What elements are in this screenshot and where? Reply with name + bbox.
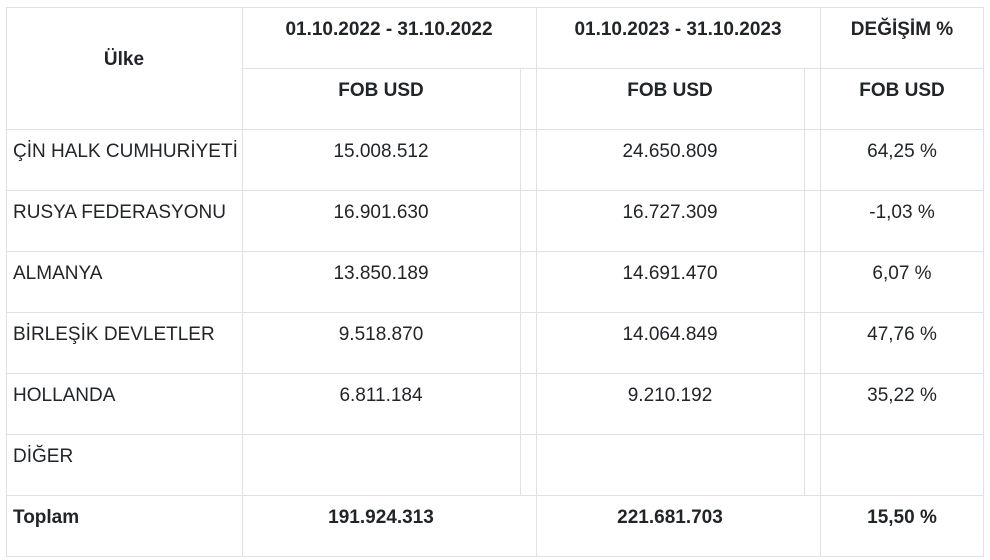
header-period-2023: 01.10.2023 - 31.10.2023: [574, 19, 782, 40]
table-cell-2023: 14.064.849: [622, 324, 718, 345]
column-divider: [520, 68, 521, 496]
row-divider: [6, 190, 984, 191]
total-change: 15,50 %: [867, 507, 937, 528]
table-cell-2022: 9.518.870: [338, 324, 424, 345]
row-divider: [6, 434, 984, 435]
column-divider: [804, 68, 805, 496]
table-cell-2022: 6.811.184: [339, 385, 423, 406]
table-border-left: [6, 7, 7, 557]
table-cell-2023: 9.210.192: [627, 385, 713, 406]
column-divider: [820, 7, 821, 557]
table-cell-change: -1,03 %: [869, 202, 935, 223]
table-cell-change: 47,76 %: [867, 324, 937, 345]
table-border-right: [983, 7, 984, 557]
table-cell-2023: 24.650.809: [622, 141, 718, 162]
table-cell-2023: [536, 434, 804, 480]
table-border-top: [6, 7, 984, 8]
table-cell-change: 6,07 %: [872, 263, 932, 284]
row-divider: [6, 251, 984, 252]
table-cell-country: RUSYA FEDERASYONU: [13, 202, 226, 223]
column-divider: [536, 7, 537, 557]
table-cell-2022: 15.008.512: [333, 141, 429, 162]
table-border-bottom: [6, 556, 984, 557]
table-cell-change: [820, 434, 984, 480]
row-divider: [6, 373, 984, 374]
total-label: Toplam: [13, 507, 80, 528]
table-cell-2023: 16.727.309: [622, 202, 718, 223]
column-divider: [242, 7, 243, 557]
row-divider: [6, 129, 984, 130]
table-cell-2022: 13.850.189: [333, 263, 429, 284]
table-cell-2023: 14.691.470: [622, 263, 718, 284]
table-cell-country: ÇİN HALK CUMHURİYETİ: [13, 141, 238, 162]
table-cell-country: BİRLEŞİK DEVLETLER: [13, 324, 215, 345]
table-cell-2022: 16.901.630: [333, 202, 429, 223]
table-cell-country: HOLLANDA: [13, 385, 116, 406]
total-2023: 221.681.703: [617, 507, 723, 528]
header-unit-2023: FOB USD: [627, 80, 713, 101]
table-cell-country: ALMANYA: [13, 263, 103, 284]
table-cell-country: DİĞER: [13, 446, 74, 467]
total-2022: 191.924.313: [328, 507, 434, 528]
table-cell-change: 35,22 %: [867, 385, 937, 406]
header-divider: [242, 68, 984, 69]
header-country: Ülke: [103, 49, 145, 70]
header-period-2022: 01.10.2022 - 31.10.2022: [285, 19, 493, 40]
row-divider: [6, 495, 984, 496]
table-cell-change: 64,25 %: [867, 141, 937, 162]
header-change: DEĞİŞİM %: [850, 19, 954, 40]
header-unit-2022: FOB USD: [338, 80, 424, 101]
header-unit-change: FOB USD: [859, 80, 945, 101]
table-cell-2022: [242, 434, 520, 480]
row-divider: [6, 312, 984, 313]
